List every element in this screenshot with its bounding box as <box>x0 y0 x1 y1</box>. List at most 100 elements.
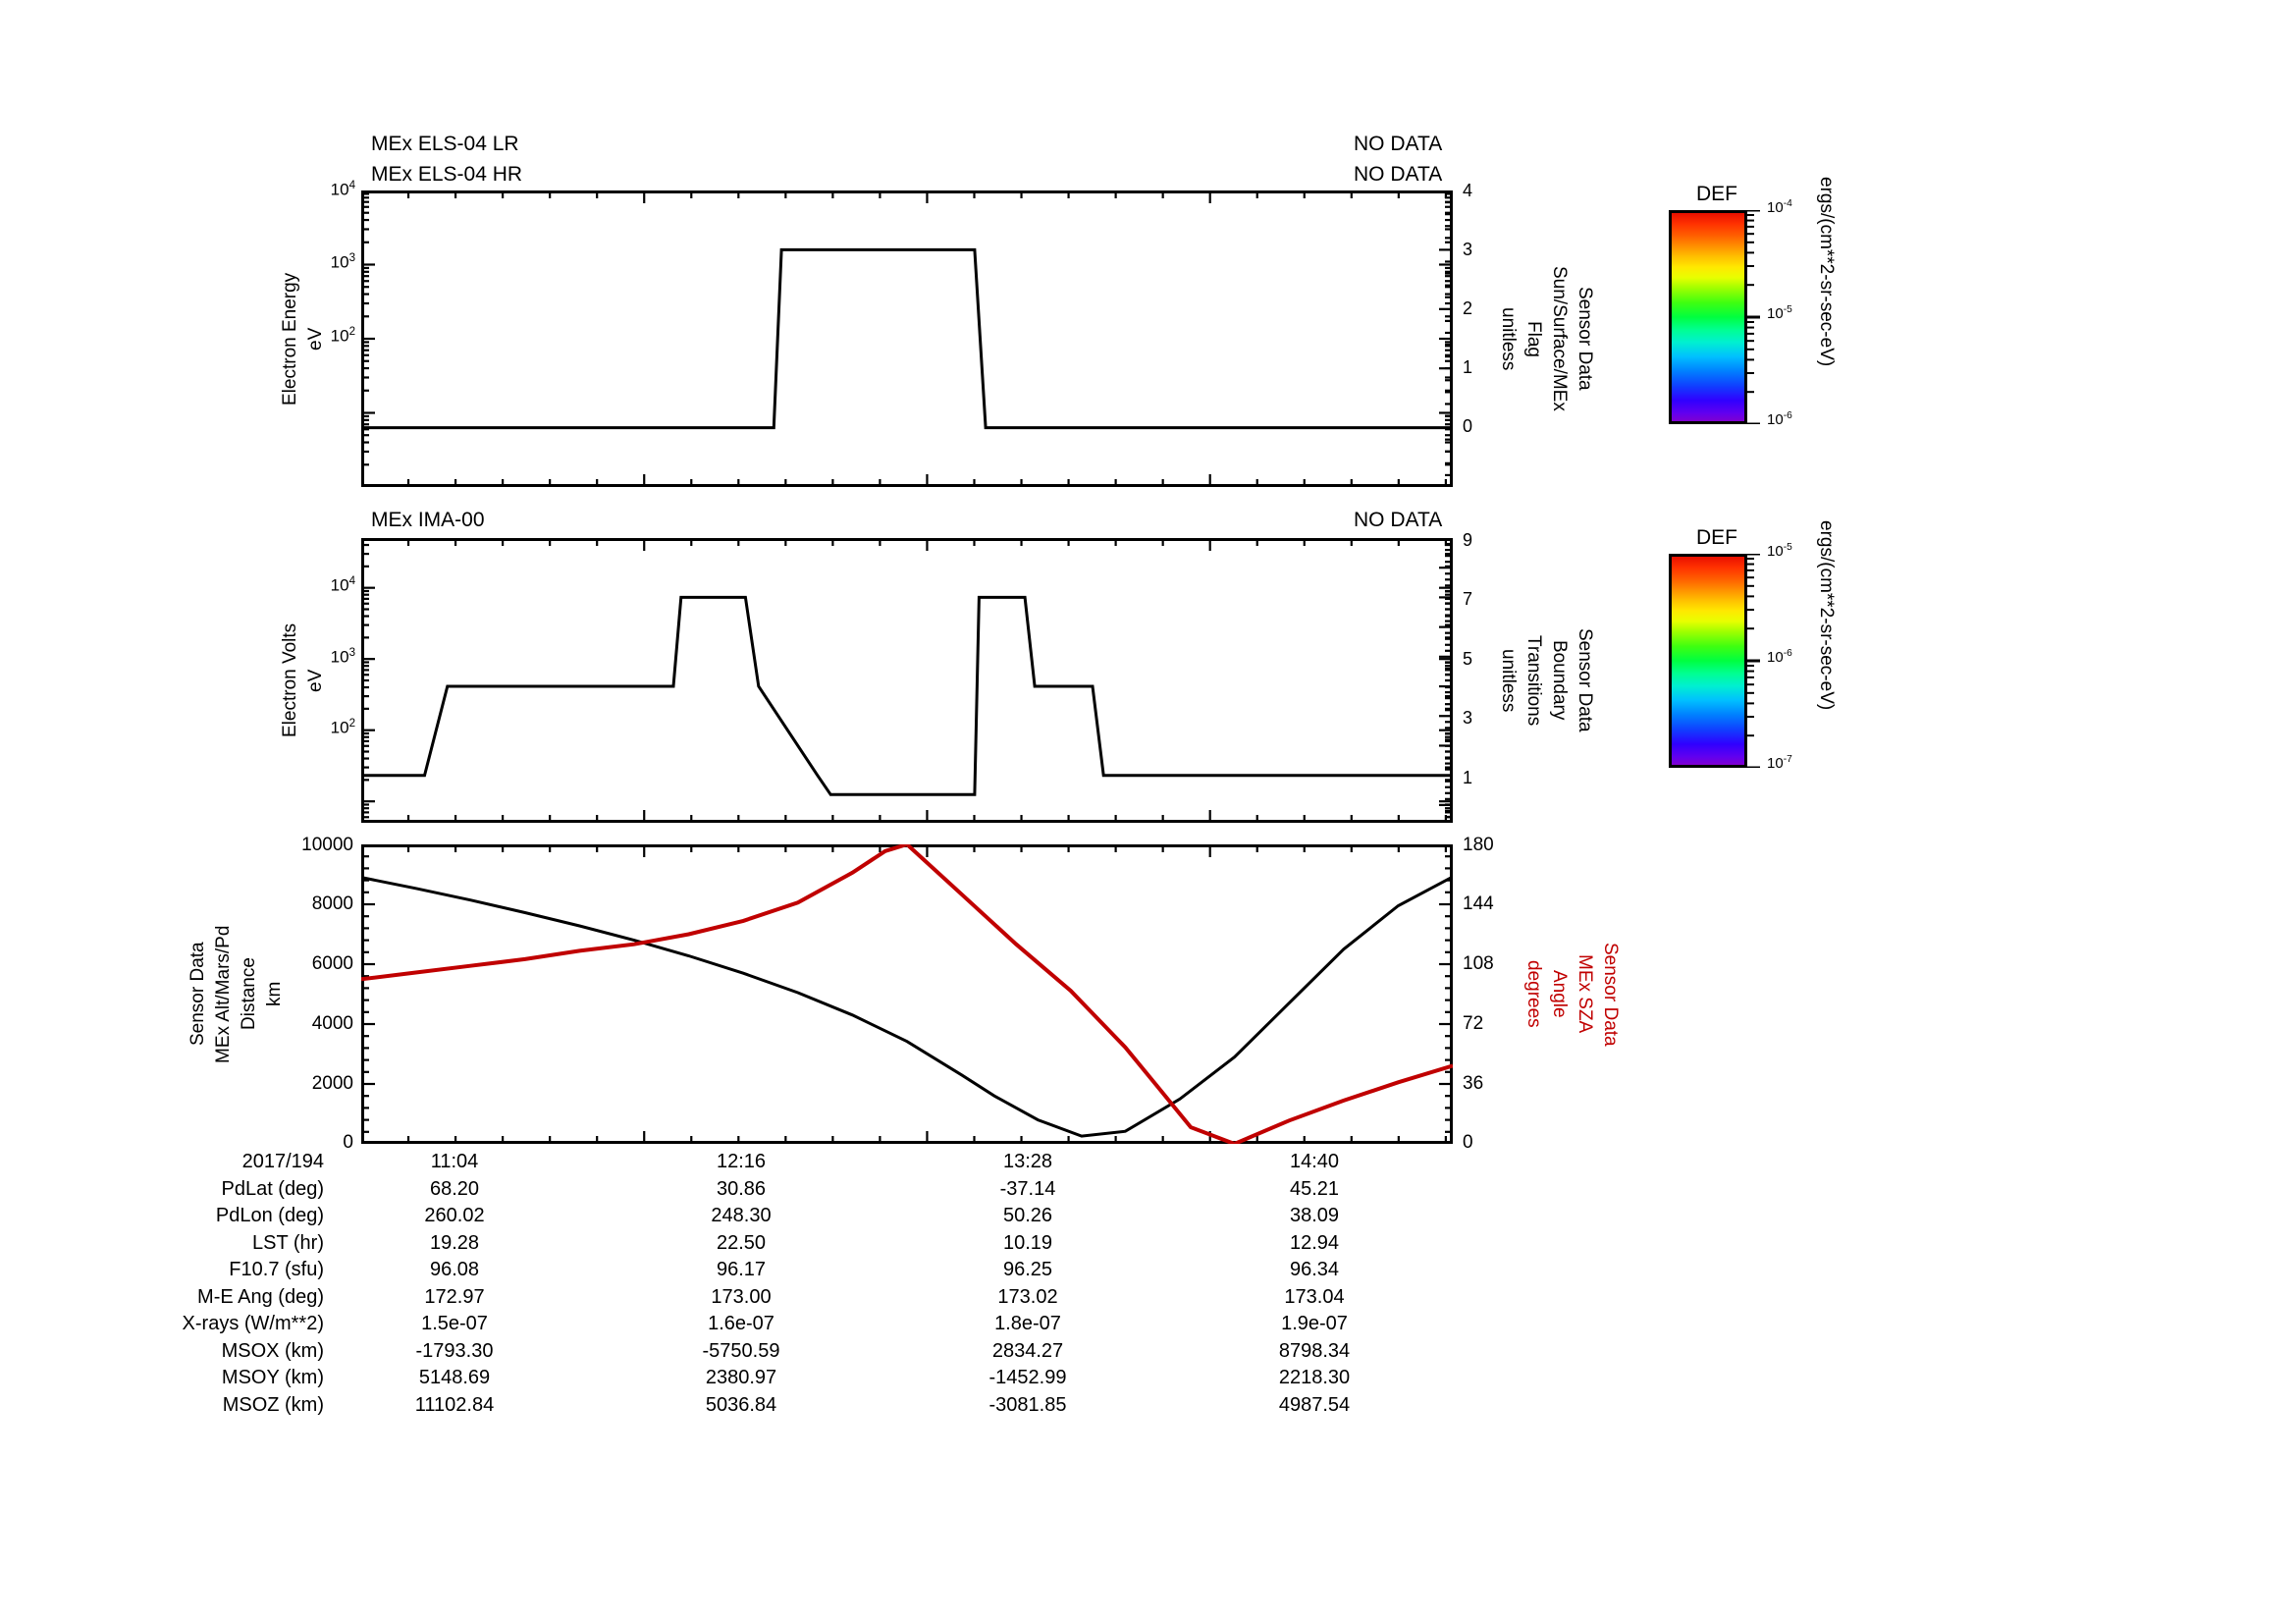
panel2-data-svg <box>361 538 1453 823</box>
colorbar-2-title: DEF <box>1696 526 1737 549</box>
panel3-left-label-1: MEx Alt/Mars/Pd <box>213 925 234 1063</box>
panel2-ytick-1e3: 103 <box>330 647 355 667</box>
table-cell: -5750.59 <box>702 1339 780 1362</box>
table-cell: 173.00 <box>711 1285 772 1308</box>
table-cell: -1793.30 <box>415 1339 494 1362</box>
panel2-rtick-5: 5 <box>1463 649 1473 669</box>
panel3-rtick-108: 108 <box>1463 953 1494 974</box>
table-cell: 10.19 <box>1002 1231 1053 1254</box>
colorbar-1-title: DEF <box>1696 183 1737 205</box>
panel3-rtick-36: 36 <box>1463 1073 1484 1094</box>
table-row-label: M-E Ang (deg) <box>197 1285 324 1308</box>
panel2-right-label-0: Sensor Data <box>1574 628 1595 732</box>
table-cell: 11102.84 <box>414 1393 495 1416</box>
panel1-ytick-1e4: 104 <box>330 180 355 199</box>
panel3-rtick-144: 144 <box>1463 893 1494 914</box>
panel3-rtick-72: 72 <box>1463 1013 1484 1034</box>
panel1-rtick-0: 0 <box>1463 416 1473 436</box>
table-cell: 19.28 <box>429 1231 480 1254</box>
colorbar-2-ticks <box>1747 554 1760 768</box>
table-cell: 68.20 <box>429 1177 480 1200</box>
table-row-label: MSOX (km) <box>221 1339 324 1362</box>
panel1-rtick-2: 2 <box>1463 298 1473 318</box>
colorbar-2-unit: ergs/(cm**2-sr-sec-eV) <box>1815 520 1837 711</box>
table-cell: 12.94 <box>1289 1231 1340 1254</box>
table-cell: 2380.97 <box>705 1367 777 1388</box>
table-row-label: X-rays (W/m**2) <box>182 1313 324 1334</box>
panel1-right-label-2: Flag <box>1522 320 1544 357</box>
colorbar-1-unit: ergs/(cm**2-sr-sec-eV) <box>1815 177 1837 367</box>
table-cell: 96.08 <box>429 1259 480 1280</box>
table-cell: 2218.30 <box>1278 1367 1351 1388</box>
table-cell: 173.02 <box>997 1285 1058 1308</box>
panel3-right-label-3: degrees <box>1522 960 1544 1028</box>
panel1-title-left-0: MEx ELS-04 LR <box>371 133 519 155</box>
panel2-nodata-0: NO DATA <box>1354 509 1443 531</box>
panel3-ytick-0: 0 <box>343 1132 353 1153</box>
panel3-rtick-180: 180 <box>1463 835 1494 855</box>
table-row-label: MSOZ (km) <box>222 1393 324 1416</box>
table-cell: 260.02 <box>424 1205 485 1226</box>
table-cell: 50.26 <box>1002 1205 1053 1226</box>
panel2-rtick-1: 1 <box>1463 768 1473 787</box>
panel2-ytick-1e4: 104 <box>330 575 355 595</box>
panel1-title-left-1: MEx ELS-04 HR <box>371 163 523 186</box>
panel2-left-label-1: eV <box>305 669 326 692</box>
colorbar-2-gradient <box>1669 554 1747 768</box>
panel1-right-label-3: unitless <box>1497 306 1519 371</box>
panel1-ytick-1e2: 102 <box>330 326 355 346</box>
panel3-rtick-0: 0 <box>1463 1132 1473 1153</box>
panel2-title-left-0: MEx IMA-00 <box>371 509 485 531</box>
table-row-label: PdLat (deg) <box>221 1177 324 1200</box>
colorbar-2-label-mid: 10-6 <box>1767 648 1792 666</box>
table-cell: 38.09 <box>1289 1205 1340 1226</box>
panel3-data-svg <box>361 844 1453 1144</box>
table-cell: 1.8e-07 <box>994 1313 1061 1334</box>
table-cell: 14:40 <box>1289 1151 1340 1172</box>
panel3-left-label-2: Distance <box>239 957 259 1031</box>
table-cell: 248.30 <box>711 1205 772 1226</box>
table-cell: -3081.85 <box>988 1393 1067 1416</box>
panel1-rtick-4: 4 <box>1463 181 1473 200</box>
table-row-label: 2017/194 <box>241 1151 324 1172</box>
table-cell: -1452.99 <box>988 1367 1067 1388</box>
panel1-plot-frame <box>361 190 1453 487</box>
panel2-right-label-3: unitless <box>1497 648 1519 713</box>
table-cell: 8798.34 <box>1278 1339 1351 1362</box>
table-cell: 96.34 <box>1289 1259 1340 1280</box>
colorbar-2-label-bottom: 10-7 <box>1767 754 1792 772</box>
table-cell: 30.86 <box>716 1177 767 1200</box>
table-cell: -37.14 <box>999 1177 1056 1200</box>
table-cell: 1.9e-07 <box>1281 1313 1348 1334</box>
panel2-rtick-7: 7 <box>1463 589 1473 609</box>
panel1-right-label-0: Sensor Data <box>1574 287 1595 391</box>
panel3-right-label-1: MEx SZA <box>1574 954 1595 1034</box>
panel3-left-label-0: Sensor Data <box>187 942 208 1047</box>
table-row-label: MSOY (km) <box>221 1367 324 1388</box>
table-cell: 13:28 <box>1002 1151 1053 1172</box>
panel3-ytick-8000: 8000 <box>311 893 353 914</box>
panel3-ytick-4000: 4000 <box>311 1013 353 1034</box>
panel3-right-label-2: Angle <box>1548 970 1570 1018</box>
panel3-plot-frame <box>361 844 1453 1144</box>
colorbar-1-label-top: 10-4 <box>1767 198 1792 216</box>
panel1-data-svg <box>361 190 1453 487</box>
panel1-right-label-1: Sun/Surface/MEx <box>1548 266 1570 411</box>
table-cell: 96.17 <box>716 1259 767 1280</box>
table-cell: 1.6e-07 <box>708 1313 774 1334</box>
colorbar-1-gradient <box>1669 210 1747 424</box>
panel3-ytick-6000: 6000 <box>311 953 353 974</box>
table-row-label: PdLon (deg) <box>215 1205 324 1226</box>
panel1-rtick-3: 3 <box>1463 240 1473 259</box>
panel1-left-axis-label-line-0: Electron Energy <box>280 272 300 406</box>
colorbar-1-label-mid: 10-5 <box>1767 304 1792 322</box>
panel1-nodata-1: NO DATA <box>1354 163 1443 186</box>
table-row-label: F10.7 (sfu) <box>229 1259 324 1280</box>
table-cell: 22.50 <box>716 1231 767 1254</box>
panel1-nodata-0: NO DATA <box>1354 133 1443 155</box>
panel2-rtick-3: 3 <box>1463 708 1473 728</box>
table-cell: 12:16 <box>716 1151 767 1172</box>
panel3-ytick-10000: 10000 <box>301 835 353 855</box>
panel2-left-label-0: Electron Volts <box>280 622 300 738</box>
table-row-label: LST (hr) <box>252 1231 324 1254</box>
